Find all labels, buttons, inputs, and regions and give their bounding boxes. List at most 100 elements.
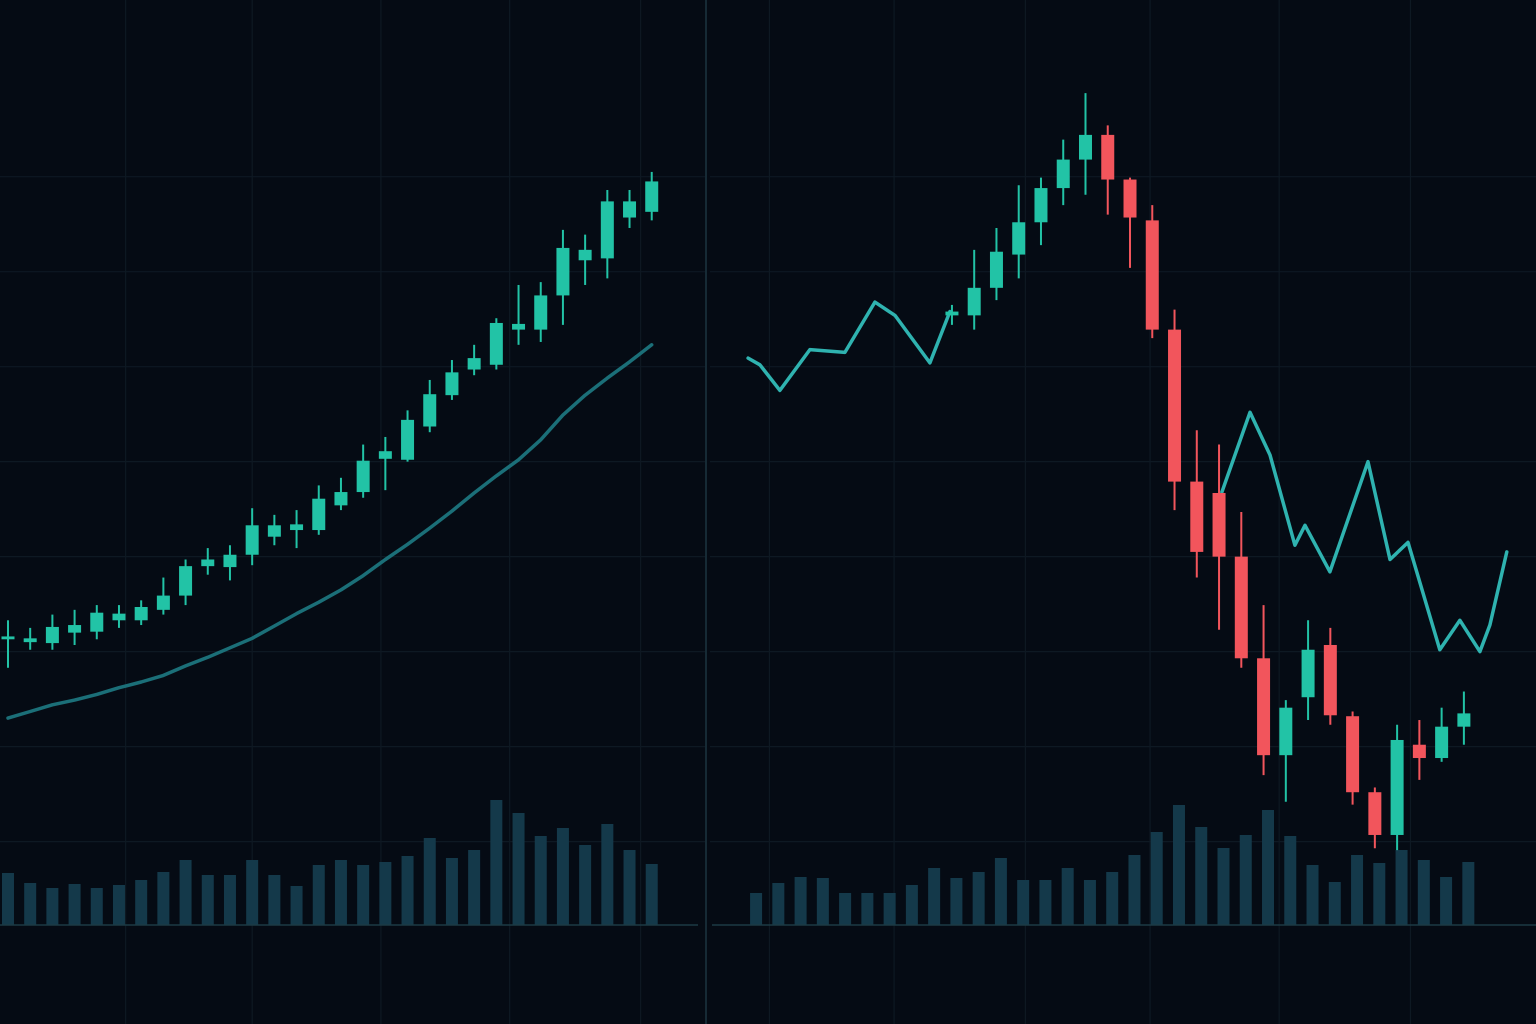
candle-body <box>967 287 981 316</box>
line-series <box>6 343 654 720</box>
candle-body <box>1435 726 1449 759</box>
candle-body <box>1323 644 1337 716</box>
volume-bar <box>68 884 81 925</box>
volume-bar <box>579 845 592 925</box>
candle-body <box>1101 134 1115 180</box>
candle-body <box>90 612 104 632</box>
volume-bar <box>24 883 37 925</box>
volume-bar <box>268 875 281 925</box>
volume-bar <box>1239 835 1252 925</box>
volume-bar <box>883 893 896 925</box>
candle-body <box>445 372 459 396</box>
volume-bar <box>1284 836 1297 925</box>
volume-bar <box>1150 832 1163 925</box>
volume-bar <box>1083 880 1096 925</box>
volume-bar <box>1351 855 1364 925</box>
volume-bar <box>445 858 458 925</box>
volume-bar <box>357 865 370 925</box>
candle-body <box>945 311 959 316</box>
candle-body <box>1301 649 1315 698</box>
volume-bar <box>1106 872 1119 925</box>
candle-body <box>556 247 570 296</box>
volume-bar <box>1039 880 1052 925</box>
volume-bar <box>423 838 436 925</box>
volume-bar <box>905 885 918 925</box>
volume-bar <box>623 850 636 925</box>
volume-bar <box>90 888 103 925</box>
volume-bar <box>46 888 59 925</box>
volume-bar <box>135 880 148 925</box>
candle-body <box>156 595 170 610</box>
candle-body <box>290 524 304 531</box>
candle-body <box>1012 222 1026 255</box>
volume-bar <box>1306 865 1319 925</box>
volume-bar <box>201 875 214 925</box>
candle-body <box>623 201 637 218</box>
volume-bar <box>246 860 259 925</box>
candle-body <box>467 358 481 370</box>
volume-bar <box>112 885 125 925</box>
volume-bar <box>839 893 852 925</box>
candle-body <box>1457 713 1471 727</box>
volume-bar <box>556 828 569 925</box>
volume-bar <box>1217 848 1230 925</box>
candle-body <box>68 625 82 633</box>
volume-bar <box>379 862 392 925</box>
candle-body <box>45 626 59 644</box>
candle-body <box>645 181 659 212</box>
volume-bar <box>772 883 785 925</box>
candle-body <box>1412 744 1426 759</box>
candle-body <box>378 451 392 459</box>
volume-bar <box>1440 877 1453 925</box>
volume-bar <box>157 872 170 925</box>
volume-bar <box>290 886 303 925</box>
volume-bar <box>1262 810 1275 925</box>
candle-body <box>401 419 415 460</box>
candle-body <box>267 525 281 537</box>
candle-body <box>1279 707 1293 756</box>
candle-body <box>1034 188 1048 223</box>
volume-bar <box>928 868 941 925</box>
candle-body <box>600 201 614 259</box>
volume-bar <box>816 878 829 925</box>
volume-bar <box>179 860 192 925</box>
volume-bar <box>1195 827 1208 925</box>
candle-body <box>512 323 526 330</box>
volume-bar <box>1395 850 1408 925</box>
candle-body <box>179 566 193 596</box>
volume-bar <box>468 850 481 925</box>
candle-body <box>1145 220 1159 330</box>
volume-bar <box>645 864 658 925</box>
volume-bar <box>223 875 236 925</box>
candle-body <box>1390 739 1404 835</box>
candle-body <box>989 251 1003 288</box>
candle-body <box>245 525 259 555</box>
candle-body <box>112 613 126 621</box>
candle-body <box>334 492 348 506</box>
candle-body <box>1368 792 1382 835</box>
volume-bar <box>312 865 325 925</box>
volume-bar <box>1417 860 1430 925</box>
candle-body <box>223 554 237 568</box>
volume-bar <box>512 813 525 925</box>
candle-body <box>1190 481 1204 552</box>
volume-bar <box>1172 805 1185 925</box>
volume-bar <box>1017 880 1030 925</box>
candle-body <box>1346 716 1360 793</box>
candle-body <box>23 638 37 643</box>
candle-body <box>534 295 548 330</box>
candle-body <box>134 606 148 621</box>
candle-body <box>1078 134 1092 160</box>
volume-bar <box>1061 868 1074 925</box>
line-series <box>746 300 952 393</box>
volume-bar <box>750 893 763 925</box>
candle-body <box>423 394 437 427</box>
candle-body <box>489 322 503 365</box>
candle-body <box>201 559 215 567</box>
candle-body <box>1257 658 1271 756</box>
candle-body <box>1234 556 1248 659</box>
volume-bar <box>794 877 807 925</box>
